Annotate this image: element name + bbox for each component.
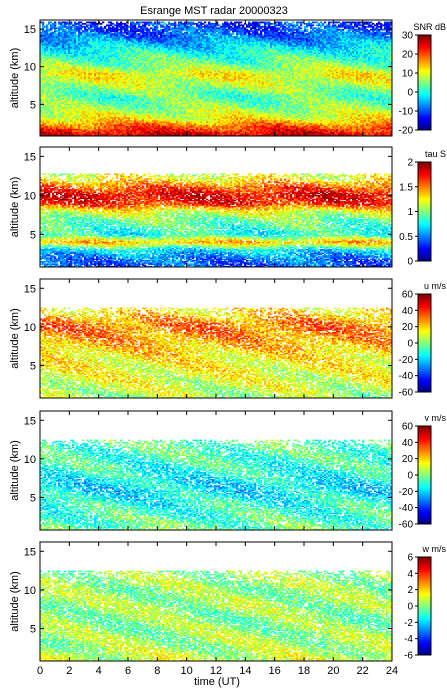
x-axis-label: time (UT) xyxy=(194,676,240,688)
heatmap-cell xyxy=(124,35,126,37)
heatmap-cell xyxy=(84,23,86,25)
heatmap-cell xyxy=(120,22,122,24)
heatmap-cell xyxy=(64,22,66,24)
heatmap-cell xyxy=(76,23,78,25)
heatmap-cell xyxy=(50,22,52,24)
heatmap-cell xyxy=(92,22,94,24)
heatmap-cell xyxy=(58,22,60,24)
heatmap-cell xyxy=(66,26,68,28)
heatmap-cell xyxy=(102,27,104,29)
heatmap-cell xyxy=(122,23,124,25)
heatmap-cell xyxy=(70,22,72,24)
heatmap-cell xyxy=(48,33,50,35)
heatmap-cell xyxy=(128,26,130,28)
heatmap-cell xyxy=(110,22,112,24)
heatmap-cell xyxy=(52,32,54,34)
heatmap-cells-snr xyxy=(40,22,392,137)
heatmap-cell xyxy=(84,26,86,28)
heatmap-cell xyxy=(82,35,84,37)
heatmap-cell xyxy=(74,22,76,24)
heatmap-cell xyxy=(66,30,68,32)
heatmap-cell xyxy=(46,24,48,26)
heatmap-cell xyxy=(88,22,90,24)
heatmap-cell xyxy=(88,24,90,26)
heatmap-cell xyxy=(112,33,114,35)
heatmap-cell xyxy=(118,29,120,31)
heatmap-cell xyxy=(66,22,68,24)
figure-title: Esrange MST radar 20000323 xyxy=(140,5,288,17)
heatmap-cell xyxy=(48,29,50,31)
heatmap-cell xyxy=(90,22,92,24)
heatmap-cell xyxy=(112,23,114,25)
heatmap-cell xyxy=(114,27,116,29)
heatmap-cell xyxy=(44,26,46,28)
heatmap-cell xyxy=(42,22,44,24)
heatmap-cell xyxy=(86,22,88,24)
heatmap-cell xyxy=(108,22,110,24)
heatmap-cell xyxy=(80,22,82,24)
heatmap-cell xyxy=(94,22,96,24)
heatmap-cell xyxy=(76,35,78,37)
heatmap-cell xyxy=(82,26,84,28)
heatmap-cell xyxy=(112,26,114,28)
heatmap-cell xyxy=(72,24,74,26)
heatmap-cell xyxy=(56,27,58,29)
heatmap-cell xyxy=(106,24,108,26)
heatmap-cell xyxy=(56,33,58,35)
heatmap-cell xyxy=(124,23,126,25)
heatmap-cell xyxy=(52,23,54,25)
heatmap-cell xyxy=(116,22,118,24)
heatmap-cell xyxy=(92,29,94,31)
heatmap-cell xyxy=(82,30,84,32)
heatmap-cell xyxy=(58,26,60,28)
heatmap-cell xyxy=(76,26,78,28)
heatmap-cell xyxy=(54,22,56,24)
heatmap-cell xyxy=(88,32,90,34)
heatmap-cell xyxy=(60,22,62,24)
heatmap-cell xyxy=(92,33,94,35)
heatmap-cell xyxy=(62,24,64,26)
heatmap-cell xyxy=(122,32,124,34)
heatmap-cell xyxy=(110,27,112,29)
heatmap-cell xyxy=(86,24,88,26)
heatmap-cell xyxy=(78,22,80,24)
heatmap-cell xyxy=(118,32,120,34)
heatmap-cell xyxy=(80,24,82,26)
heatmap-cell xyxy=(80,32,82,34)
heatmap-cell xyxy=(50,24,52,26)
heatmap-cell xyxy=(104,30,106,32)
heatmap-cell xyxy=(118,23,120,25)
heatmap-cell xyxy=(48,22,50,24)
heatmap-cell xyxy=(60,32,62,34)
heatmap-cell xyxy=(86,29,88,31)
heatmap-cell xyxy=(98,27,100,29)
heatmap-cell xyxy=(104,26,106,28)
heatmap-cell xyxy=(100,26,102,28)
heatmap-cell xyxy=(102,22,104,24)
heatmap-cell xyxy=(96,23,98,25)
heatmap-cell xyxy=(70,26,72,28)
heatmap-cell xyxy=(50,32,52,34)
heatmap-cell xyxy=(108,24,110,26)
heatmap-cell xyxy=(62,22,64,24)
heatmap-cell xyxy=(114,24,116,26)
heatmap-cell xyxy=(106,29,108,31)
heatmap-cell xyxy=(122,26,124,28)
heatmap-cell xyxy=(64,29,66,31)
heatmap-cell xyxy=(82,23,84,25)
heatmap-cell xyxy=(104,36,106,38)
heatmap-cell xyxy=(126,24,128,26)
heatmap-cell xyxy=(100,23,102,25)
heatmap-cell xyxy=(128,30,130,32)
heatmap-cell xyxy=(126,36,128,38)
heatmap-cell xyxy=(88,27,90,29)
heatmap-cell xyxy=(72,29,74,31)
heatmap-cell xyxy=(44,30,46,32)
heatmap-cell xyxy=(56,30,58,32)
heatmap-cell xyxy=(130,22,132,24)
